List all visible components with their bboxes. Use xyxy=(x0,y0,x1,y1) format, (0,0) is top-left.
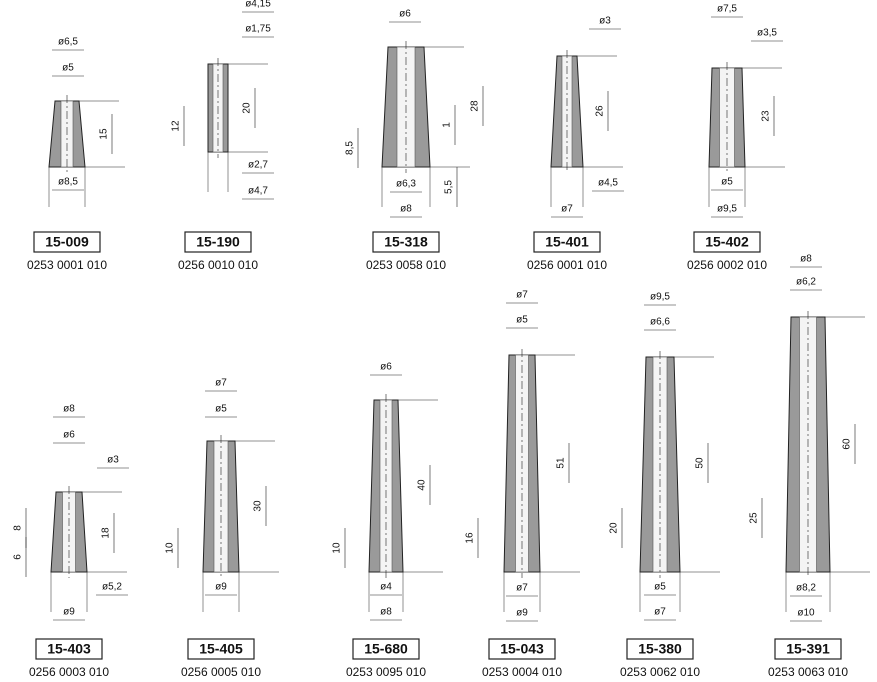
dimension-label: ø9 xyxy=(63,607,75,618)
dimension-label: ø8,2 xyxy=(796,583,816,594)
dimension-label: ø8 xyxy=(63,404,75,415)
dimension-label: ø2,7 xyxy=(248,160,268,171)
order-code: 0256 0010 010 xyxy=(178,258,258,272)
order-code: 0256 0005 010 xyxy=(181,665,261,679)
dimension-label: ø7 xyxy=(516,583,528,594)
part-number-box xyxy=(372,231,440,253)
dimension-label: 6 xyxy=(13,554,24,560)
dimension-label: ø4 xyxy=(380,582,392,593)
dimension-label: ø7 xyxy=(516,290,528,301)
dimension-label: ø9 xyxy=(215,582,227,593)
part-number: 15-401 xyxy=(545,234,589,250)
dimension-label: 23 xyxy=(761,110,772,122)
order-code: 0253 0063 010 xyxy=(768,665,848,679)
part-number: 15-380 xyxy=(638,641,682,657)
part-number: 15-318 xyxy=(384,234,428,250)
dimension-label: 8 xyxy=(13,525,24,531)
dimension-label: ø6,6 xyxy=(650,317,670,328)
order-code: 0253 0001 010 xyxy=(27,258,107,272)
dimension-label: 25 xyxy=(749,512,760,524)
dimension-label: ø6 xyxy=(399,9,411,20)
part-number: 15-043 xyxy=(500,641,544,657)
dimension-label: ø3 xyxy=(599,16,611,27)
dimension-label: 10 xyxy=(332,542,343,554)
dimension-label: 30 xyxy=(253,500,264,512)
dimension-label: ø6,5 xyxy=(58,37,78,48)
dimension-label: ø5 xyxy=(62,63,74,74)
dimension-label: 20 xyxy=(242,102,253,114)
part-number: 15-391 xyxy=(786,641,830,657)
order-code: 0253 0058 010 xyxy=(366,258,446,272)
dimension-label: ø6 xyxy=(63,430,75,441)
order-code: 0253 0004 010 xyxy=(482,665,562,679)
dimension-label: ø4,5 xyxy=(598,178,618,189)
dimension-label: ø9,5 xyxy=(717,204,737,215)
part-number-box xyxy=(33,231,101,253)
dimension-label: ø8,5 xyxy=(58,177,78,188)
dimension-label: ø7 xyxy=(215,378,227,389)
order-code: 0253 0062 010 xyxy=(620,665,700,679)
dimension-label: ø7 xyxy=(561,204,573,215)
dimension-label: 26 xyxy=(595,105,606,117)
part-number: 15-405 xyxy=(199,641,243,657)
dimension-label: 10 xyxy=(165,542,176,554)
dimension-label: ø5,2 xyxy=(102,582,122,593)
dimension-label: ø8 xyxy=(380,607,392,618)
dimension-label: 20 xyxy=(609,522,620,534)
part-number-box xyxy=(693,231,761,253)
dimension-label: ø6 xyxy=(380,362,392,373)
dimension-label: ø9,5 xyxy=(650,292,670,303)
dimension-label: 15 xyxy=(99,128,110,140)
dimension-label: 1 xyxy=(442,122,453,128)
dimension-label: 51 xyxy=(556,457,567,469)
dimension-label: 18 xyxy=(101,527,112,539)
dimension-label: ø9 xyxy=(516,608,528,619)
dimension-label: ø3 xyxy=(107,455,119,466)
part-number-box xyxy=(184,231,252,253)
part-number-box xyxy=(626,638,694,660)
order-code: 0256 0003 010 xyxy=(29,665,109,679)
dimension-label: ø5 xyxy=(215,404,227,415)
dimension-label: ø4,15 xyxy=(245,0,271,10)
part-number: 15-402 xyxy=(705,234,749,250)
part-number-box xyxy=(187,638,255,660)
part-number-box xyxy=(488,638,556,660)
dimension-label: ø7 xyxy=(654,607,666,618)
dimension-label: ø1,75 xyxy=(245,24,271,35)
dimension-label: ø4,7 xyxy=(248,186,268,197)
order-code: 0256 0002 010 xyxy=(687,258,767,272)
dimension-label: 8,5 xyxy=(345,141,356,155)
dimension-label: 40 xyxy=(417,479,428,491)
dimension-label: ø5 xyxy=(721,177,733,188)
dimension-label: ø5 xyxy=(516,315,528,326)
part-number: 15-009 xyxy=(45,234,89,250)
part-number-box xyxy=(774,638,842,660)
dimension-label: ø7,5 xyxy=(717,4,737,15)
dimension-label: 5,5 xyxy=(444,180,455,194)
dimension-label: ø8 xyxy=(800,254,812,265)
order-code: 0253 0095 010 xyxy=(346,665,426,679)
part-number: 15-403 xyxy=(47,641,91,657)
dimension-label: 60 xyxy=(842,438,853,450)
part-number-box xyxy=(35,638,103,660)
dimension-label: 50 xyxy=(695,457,706,469)
part-number: 15-680 xyxy=(364,641,408,657)
order-code: 0256 0001 010 xyxy=(527,258,607,272)
dimension-label: ø6,3 xyxy=(396,179,416,190)
dimension-label: ø10 xyxy=(797,608,815,619)
dimension-label: ø8 xyxy=(400,204,412,215)
dimension-label: 16 xyxy=(465,532,476,544)
dimension-label: ø5 xyxy=(654,582,666,593)
dimension-label: ø3,5 xyxy=(757,28,777,39)
part-number-box xyxy=(533,231,601,253)
dimension-label: 12 xyxy=(171,120,182,132)
part-number: 15-190 xyxy=(196,234,240,250)
dimension-label: ø6,2 xyxy=(796,277,816,288)
part-number-box xyxy=(352,638,420,660)
dimension-label: 28 xyxy=(470,100,481,112)
